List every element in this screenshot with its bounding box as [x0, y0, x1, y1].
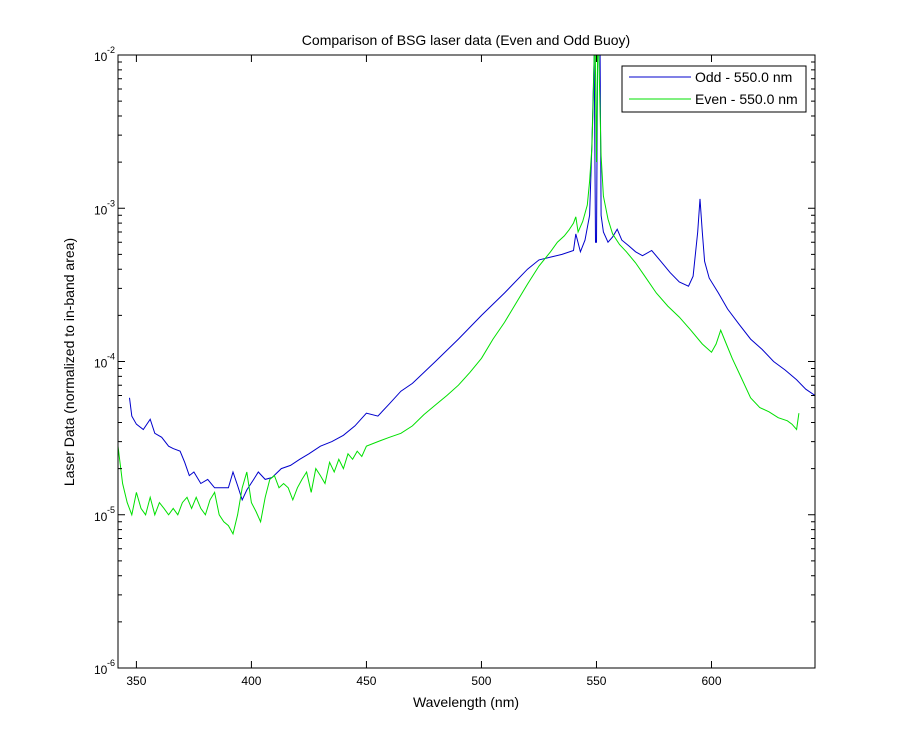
x-tick-label: 400	[241, 674, 261, 688]
x-tick-label: 500	[471, 674, 491, 688]
x-tick-label: 350	[126, 674, 146, 688]
y-tick-exponent: -3	[107, 198, 115, 208]
y-tick-label: 10	[94, 203, 108, 217]
y-tick-label: 10	[94, 357, 108, 371]
series-layer	[118, 55, 815, 536]
x-tick-label: 600	[701, 674, 721, 688]
y-tick-label: 10	[94, 663, 108, 677]
legend-label-odd: Odd - 550.0 nm	[695, 69, 792, 85]
legend: Odd - 550.0 nm Even - 550.0 nm	[621, 65, 807, 113]
series-line-odd	[129, 55, 815, 502]
y-tick-exponent: -4	[107, 352, 115, 362]
x-tick-label: 550	[586, 674, 606, 688]
x-axis-title: Wavelength (nm)	[413, 694, 519, 710]
x-tick-label: 450	[356, 674, 376, 688]
y-axis-title: Laser Data (normalized to in-band area)	[61, 238, 77, 486]
y-tick-exponent: -2	[107, 45, 115, 55]
y-tick-label: 10	[94, 510, 108, 524]
plot-frame	[117, 54, 816, 669]
series-line-even	[118, 55, 800, 536]
legend-box	[621, 65, 807, 113]
y-tick-exponent: -6	[107, 658, 115, 668]
y-tick-exponent: -5	[107, 505, 115, 515]
legend-label-even: Even - 550.0 nm	[695, 91, 798, 107]
chart-title: Comparison of BSG laser data (Even and O…	[302, 32, 630, 48]
y-tick-label: 10	[94, 50, 108, 64]
